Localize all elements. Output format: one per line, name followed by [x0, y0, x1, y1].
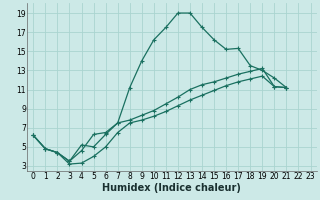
X-axis label: Humidex (Indice chaleur): Humidex (Indice chaleur): [102, 183, 241, 193]
